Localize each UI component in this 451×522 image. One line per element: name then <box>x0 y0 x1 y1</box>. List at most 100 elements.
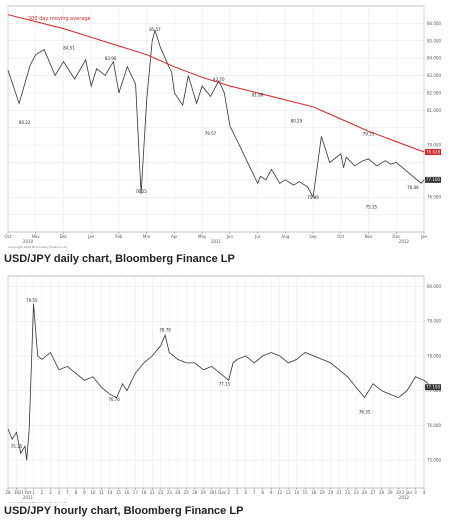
price-badge-label: 77.100 <box>426 385 440 390</box>
x-tick-label: May <box>198 234 207 239</box>
price-annotation: 75.35 <box>366 205 378 210</box>
x-year-label: 2011 <box>23 495 34 500</box>
price-badge-label: 77.100 <box>426 177 440 182</box>
x-tick-label: 9 <box>83 490 86 495</box>
plot-frame <box>7 275 425 489</box>
daily-chart-caption: USD/JPY daily chart, Bloomberg Finance L… <box>4 253 235 265</box>
moving-average-line <box>7 14 425 153</box>
price-annotation: 80.29 <box>291 119 303 124</box>
x-tick-label: Apr <box>171 234 178 239</box>
y-tick-label: 84.000 <box>427 56 441 61</box>
price-annotation: 78.70 <box>159 328 171 333</box>
y-tick-label: 76.000 <box>427 195 441 200</box>
plot-frame <box>7 5 425 233</box>
y-tick-label: 76.000 <box>427 423 441 428</box>
price-annotation: 83.90 <box>105 56 117 61</box>
price-annotation: 80.22 <box>19 120 31 125</box>
y-tick-label: 83.000 <box>427 73 441 78</box>
y-tick-label: 77.000 <box>427 388 441 393</box>
daily-chart: 76.00077.00079.00081.00082.00083.00084.0… <box>5 5 441 249</box>
x-tick-label: Mar <box>143 234 151 239</box>
price-annotation: 77.15 <box>219 381 231 386</box>
x-tick-label: Jul <box>254 234 260 239</box>
x-tick-label: Jan <box>87 234 95 239</box>
x-tick-label: 20 <box>328 490 334 495</box>
copyright-footer: Copyright 2012 Bloomberg Finance L.P. <box>8 501 67 503</box>
x-tick-label: 19 <box>320 490 326 495</box>
hourly-chart-panel: 75.000 76.000 77.000 78.000 79.000 80.000 28 30… <box>0 270 451 522</box>
x-tick-label: 6 <box>244 490 247 495</box>
x-tick-label: 31 Oct <box>18 490 32 495</box>
x-tick-label: Jun <box>226 234 234 239</box>
x-tick-label: 14 <box>294 490 300 495</box>
price-annotation: 85.57 <box>149 27 161 32</box>
y-tick-label: 85.000 <box>427 38 441 43</box>
price-annotation: 76.70 <box>108 397 120 402</box>
x-tick-label: 22 <box>345 490 351 495</box>
price-badge <box>425 176 441 183</box>
x-tick-label: Feb <box>115 234 123 239</box>
x-tick-label: 23 <box>167 490 173 495</box>
x-tick-label: Sep <box>309 234 317 239</box>
x-tick-label: 7 <box>66 490 69 495</box>
x-year-label: 2010 <box>23 239 34 244</box>
x-tick-label: 15 <box>303 490 309 495</box>
x-tick-label: 12 <box>277 490 283 495</box>
x-tick-label: 22 <box>158 490 164 495</box>
x-tick-label: 5 <box>236 490 239 495</box>
price-badge <box>425 149 441 156</box>
x-tick-label: 30 <box>14 490 20 495</box>
price-annotation: 79.57 <box>205 131 217 136</box>
y-tick-label: 81.000 <box>427 108 441 113</box>
price-annotation: 81.80 <box>252 92 264 97</box>
x-year-label: 2011 <box>211 239 222 244</box>
price-annotation: 79.55 <box>26 298 38 303</box>
x-tick-label: 26 <box>362 490 368 495</box>
x-tick-label: 2 <box>227 490 230 495</box>
x-tick-label: Aug <box>281 234 289 239</box>
x-tick-label: 27 <box>371 490 377 495</box>
price-annotation: 82.70 <box>213 77 225 82</box>
x-tick-label: Dec <box>60 234 68 239</box>
x-year-label: 2012 <box>399 239 410 244</box>
y-tick-label: 78.000 <box>427 353 441 358</box>
x-tick-label: 30 <box>396 490 402 495</box>
x-tick-label: 16 <box>311 490 317 495</box>
price-annotation: 75.89 <box>307 195 319 200</box>
price-badge <box>425 384 441 391</box>
x-tick-label: 2 <box>41 490 44 495</box>
y-tick-label: 86.000 <box>427 21 441 26</box>
moving-average-legend: 200 day moving average <box>28 16 91 22</box>
copyright-footer: Copyright 2012 Bloomberg Finance L.P. <box>8 245 67 249</box>
x-tick-label: 13 <box>286 490 292 495</box>
x-tick-label: 8 <box>75 490 78 495</box>
x-tick-label: 7 <box>253 490 256 495</box>
x-tick-label: 14 <box>107 490 113 495</box>
x-tick-label: 29 <box>201 490 207 495</box>
x-tick-label: Jan <box>420 234 428 239</box>
x-year-label: 2012 <box>399 495 410 500</box>
x-tick-label: Dec <box>392 234 400 239</box>
x-tick-label: 2 Jan <box>402 490 412 495</box>
price-series-line <box>7 28 425 199</box>
x-tick-label: 3 <box>49 490 52 495</box>
price-annotation: 79.55 <box>363 132 375 137</box>
price-badge-label: 78.628 <box>426 149 440 154</box>
x-tick-label: 29 <box>387 490 393 495</box>
x-tick-label: 1 <box>32 490 35 495</box>
x-tick-label: 8 <box>261 490 264 495</box>
price-annotation: 84.51 <box>63 45 75 50</box>
x-tick-label: 18 <box>141 490 147 495</box>
y-tick-label: 75.000 <box>427 458 441 463</box>
x-tick-label: 3 <box>414 490 417 495</box>
x-tick-label: Nov <box>365 234 373 239</box>
y-tick-label: 82.000 <box>427 90 441 95</box>
x-tick-label: 21 <box>337 490 343 495</box>
price-annotation: 76.35 <box>359 409 371 414</box>
x-tick-label: 23 <box>354 490 360 495</box>
x-tick-label: Nov <box>32 234 40 239</box>
x-tick-label: 16 <box>124 490 130 495</box>
y-tick-label: 80.000 <box>427 284 441 289</box>
x-tick-label: 10 <box>90 490 96 495</box>
